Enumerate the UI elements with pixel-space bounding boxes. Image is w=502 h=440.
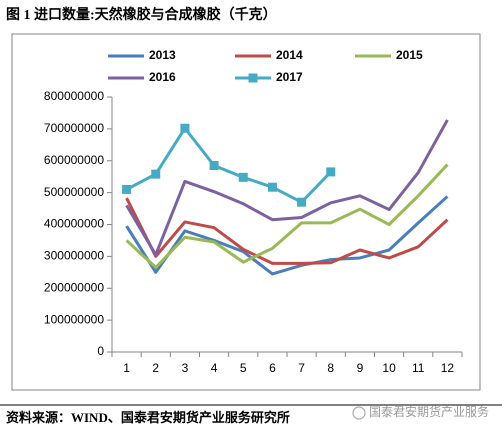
x-tick-label: 9 [357,361,364,375]
legend-marker [248,73,258,83]
watermark-icon [352,406,366,420]
legend-label: 2017 [276,70,303,84]
x-tick-label: 10 [382,361,396,375]
series-line [125,163,449,270]
source-note: 资料来源：WIND、国泰君安期货产业服务研究所 [6,410,290,425]
x-tick-label: 1 [123,361,130,375]
x-tick-label: 12 [441,361,455,375]
series-marker [180,123,190,133]
legend-label: 2014 [276,48,303,62]
y-tick-label: 400000000 [44,217,104,231]
legend-label: 2013 [149,48,176,62]
x-tick-label: 3 [182,361,189,375]
series-marker [238,172,248,182]
series-line [125,197,449,265]
chart-frame [11,33,481,391]
y-tick-label: 300000000 [44,249,104,263]
series-marker [151,169,161,179]
x-tick-label: 7 [298,361,305,375]
y-tick-label: 200000000 [44,280,104,294]
series-marker [267,182,277,192]
x-tick-label: 2 [152,361,159,375]
y-tick-label: 800000000 [44,89,104,103]
y-tick-label: 600000000 [44,153,104,167]
series-line [125,126,332,204]
x-tick-label: 11 [412,361,425,375]
y-tick-label: 100000000 [44,312,104,326]
series-marker [297,197,307,207]
chart-title: 图 1 进口数量:天然橡胶与合成橡胶（千克） [6,6,277,23]
y-tick-label: 500000000 [44,185,104,199]
legend-label: 2015 [396,48,423,62]
x-tick-label: 8 [327,361,334,375]
y-tick-label: 0 [97,344,104,358]
watermark: 国泰君安期货产业服务 [369,404,489,419]
legend-label: 2016 [149,70,176,84]
x-tick-label: 5 [240,361,247,375]
x-tick-label: 6 [269,361,276,375]
x-tick-label: 4 [211,361,218,375]
series-marker [122,184,132,194]
y-tick-label: 700000000 [44,121,104,135]
series-line [125,195,449,276]
series-marker [326,167,336,177]
series-line [125,119,449,257]
series-marker [209,161,219,171]
